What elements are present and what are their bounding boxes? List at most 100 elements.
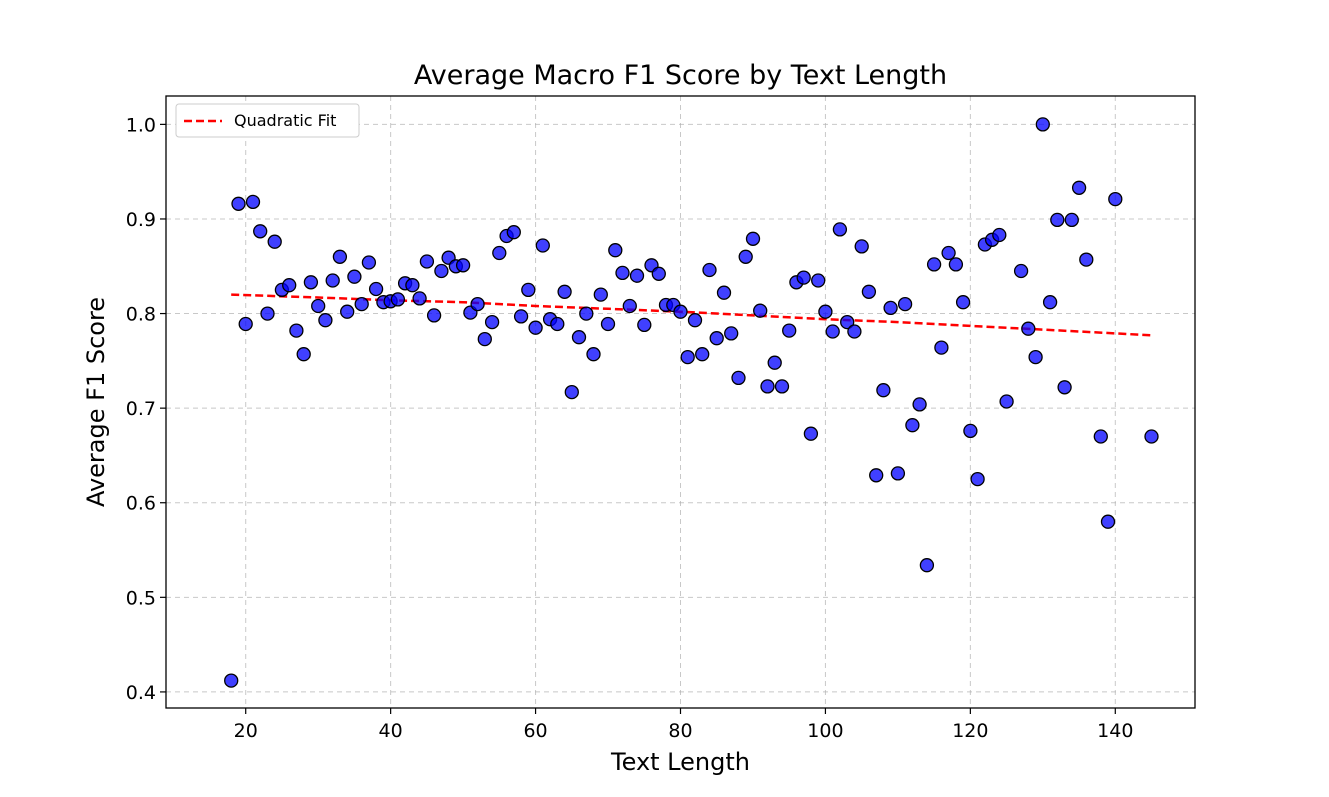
- data-point: [673, 304, 688, 319]
- y-tick-label: 1.0: [126, 114, 156, 136]
- data-point: [963, 423, 978, 439]
- data-point: [934, 340, 949, 355]
- data-point: [325, 273, 340, 288]
- y-axis: 0.4 0.5 0.6 0.7 0.8 0.9 1.0: [126, 114, 166, 704]
- data-point: [731, 370, 746, 386]
- legend-box: [175, 103, 360, 138]
- grid: [166, 96, 1195, 708]
- data-point: [919, 558, 935, 573]
- x-tick-label: 80: [668, 720, 692, 742]
- data-point: [311, 298, 326, 314]
- data-point: [579, 306, 594, 321]
- data-point: [702, 262, 717, 278]
- legend: Quadratic Fit: [175, 103, 360, 138]
- x-axis: 20 40 60 80 100 120 140: [234, 708, 1133, 742]
- data-point: [955, 295, 971, 310]
- data-point: [564, 384, 579, 400]
- data-point: [282, 278, 297, 293]
- data-point: [941, 245, 956, 261]
- data-point: [883, 300, 898, 316]
- data-point: [506, 225, 521, 240]
- data-point: [687, 313, 703, 328]
- data-point: [535, 238, 550, 253]
- data-point: [231, 196, 246, 211]
- data-point: [455, 258, 471, 273]
- data-point: [847, 324, 862, 339]
- points-layer: [224, 117, 1159, 688]
- data-point: [434, 263, 449, 279]
- data-point: [600, 316, 616, 332]
- data-point: [354, 296, 369, 312]
- data-point: [332, 249, 348, 264]
- data-point: [267, 234, 282, 249]
- data-point: [238, 316, 253, 332]
- data-point: [289, 323, 304, 338]
- data-point: [608, 243, 623, 258]
- data-point: [426, 308, 442, 323]
- data-point: [1064, 212, 1079, 228]
- data-point: [767, 355, 782, 370]
- data-point: [484, 314, 500, 330]
- data-point: [876, 383, 891, 398]
- data-point: [340, 304, 355, 319]
- data-point: [1093, 429, 1108, 444]
- data-point: [782, 323, 797, 338]
- data-point: [912, 397, 927, 412]
- data-point: [869, 468, 884, 483]
- data-point: [224, 673, 239, 688]
- data-point: [492, 245, 507, 261]
- data-point: [854, 239, 869, 254]
- data-point: [528, 320, 543, 335]
- data-point: [1028, 349, 1043, 365]
- data-point: [905, 418, 920, 433]
- data-point: [557, 284, 572, 299]
- y-axis-label: Average F1 Score: [82, 297, 110, 507]
- data-point: [637, 317, 652, 333]
- data-point: [1021, 321, 1036, 336]
- x-axis-label: Text Length: [610, 748, 750, 776]
- data-point: [419, 254, 435, 269]
- y-tick-label: 0.4: [126, 682, 156, 704]
- data-point: [724, 326, 739, 341]
- data-point: [992, 227, 1007, 243]
- data-point: [1108, 191, 1123, 207]
- data-point: [796, 270, 811, 285]
- data-point: [593, 287, 608, 302]
- data-point: [709, 331, 724, 346]
- x-tick-label: 20: [234, 720, 258, 742]
- data-point: [1057, 380, 1072, 395]
- data-point: [405, 278, 420, 293]
- data-point: [245, 194, 261, 210]
- x-tick-label: 60: [523, 720, 547, 742]
- data-point: [774, 379, 790, 394]
- data-point: [318, 313, 333, 328]
- data-point: [1050, 212, 1065, 228]
- data-point: [470, 296, 485, 312]
- data-point: [753, 303, 768, 318]
- data-point: [738, 249, 753, 264]
- data-point: [412, 291, 427, 306]
- legend-label: Quadratic Fit: [234, 111, 336, 130]
- data-point: [586, 347, 601, 362]
- x-tick-label: 120: [952, 720, 988, 742]
- data-point: [361, 255, 377, 270]
- y-tick-label: 0.6: [126, 493, 156, 515]
- data-point: [825, 324, 840, 339]
- y-tick-label: 0.5: [126, 587, 156, 609]
- data-point: [695, 347, 710, 362]
- data-point: [550, 316, 565, 332]
- data-point: [622, 298, 637, 314]
- data-point: [1042, 295, 1058, 310]
- data-point: [629, 268, 645, 283]
- data-point: [1071, 180, 1087, 195]
- data-point: [897, 296, 913, 312]
- data-point: [818, 304, 833, 319]
- data-point: [296, 347, 311, 362]
- data-point: [803, 426, 819, 441]
- y-tick-label: 0.9: [126, 209, 156, 231]
- data-point: [745, 231, 761, 246]
- data-point: [811, 273, 826, 288]
- data-point: [390, 292, 406, 307]
- data-point: [521, 282, 536, 298]
